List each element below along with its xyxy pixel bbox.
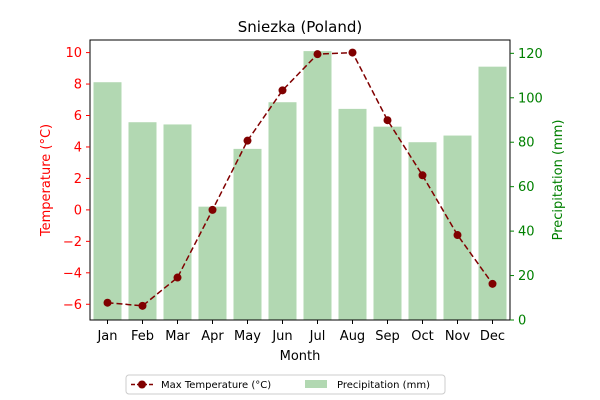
precipitation-bar	[408, 142, 437, 320]
y-right-tick-label: 0	[518, 314, 526, 329]
legend-bar-swatch	[305, 380, 327, 388]
temperature-point	[348, 48, 357, 57]
y-right-tick-label: 20	[518, 269, 535, 284]
precipitation-bar	[478, 66, 507, 321]
y-right-tick-label: 120	[518, 47, 543, 62]
precipitation-bar	[303, 51, 332, 320]
y-left-tick-label: 10	[65, 46, 82, 61]
temperature-point	[173, 273, 182, 282]
precipitation-bar	[198, 206, 227, 320]
x-tick-label: Aug	[340, 329, 365, 344]
x-tick-label: Jun	[271, 329, 292, 344]
x-tick-label: Dec	[480, 329, 505, 344]
y-axis-left: −6 −4 −2 0 2 4 6 8 10	[63, 46, 90, 313]
y-right-tick-label: 80	[518, 136, 535, 151]
precipitation-bar	[233, 148, 262, 320]
precipitation-bar	[163, 124, 192, 320]
x-axis: Jan Feb Mar Apr May Jun Jul Aug Sep Oct Nov Dec	[96, 320, 505, 344]
legend: Max Temperature (°C) Precipitation (mm)	[125, 374, 446, 395]
y-right-tick-label: 40	[518, 225, 535, 240]
y-left-tick-label: 8	[74, 78, 82, 93]
y-axis-right: 0 20 40 60 80 100 120	[510, 47, 543, 329]
y-right-tick-label: 60	[518, 180, 535, 195]
temperature-point	[488, 279, 497, 288]
y-left-tick-label: 0	[74, 203, 82, 218]
x-tick-label: Mar	[165, 329, 190, 344]
plot-frame	[89, 39, 511, 321]
precipitation-bar	[338, 108, 367, 320]
x-axis-label: Month	[280, 349, 321, 364]
temperature-point	[313, 50, 322, 59]
precipitation-bars	[93, 51, 507, 321]
temperature-point	[383, 116, 392, 125]
x-tick-label: May	[234, 329, 261, 344]
temperature-point	[208, 205, 217, 214]
precipitation-bar	[128, 122, 157, 320]
temperature-series-line	[107, 51, 494, 307]
y-left-tick-label: −6	[63, 298, 82, 313]
precipitation-bar	[373, 126, 402, 321]
temperature-point	[453, 231, 462, 240]
legend-label-precipitation: Precipitation (mm)	[337, 380, 430, 391]
temperature-point	[418, 171, 427, 180]
temperature-point	[138, 301, 147, 310]
x-tick-label: Jul	[309, 329, 326, 344]
temperature-point	[243, 136, 252, 145]
chart-title: Sniezka (Poland)	[238, 18, 362, 36]
y-left-tick-label: 2	[74, 172, 82, 187]
y-right-tick-label: 100	[518, 91, 543, 106]
x-tick-label: Apr	[201, 329, 224, 344]
temperature-point	[278, 86, 287, 95]
x-tick-label: Nov	[445, 329, 471, 344]
legend-frame	[125, 374, 446, 395]
y-left-tick-label: −4	[63, 266, 82, 281]
x-tick-label: Feb	[131, 329, 154, 344]
y-axis-left-label: Temperature (°C)	[39, 124, 54, 237]
precipitation-bar	[93, 82, 122, 320]
y-left-tick-label: 4	[74, 140, 82, 155]
y-left-tick-label: −2	[63, 235, 82, 250]
precipitation-bar	[443, 135, 472, 320]
legend-line-marker	[138, 380, 146, 389]
y-axis-right-label: Precipitation (mm)	[551, 120, 566, 241]
legend-label-temperature: Max Temperature (°C)	[161, 380, 271, 391]
x-tick-label: Oct	[411, 329, 433, 344]
temperature-point	[103, 298, 112, 307]
x-tick-label: Jan	[96, 329, 117, 344]
x-tick-label: Sep	[375, 329, 400, 344]
y-left-tick-label: 6	[74, 109, 82, 124]
precipitation-bar	[268, 102, 297, 320]
temperature-line	[103, 48, 497, 310]
